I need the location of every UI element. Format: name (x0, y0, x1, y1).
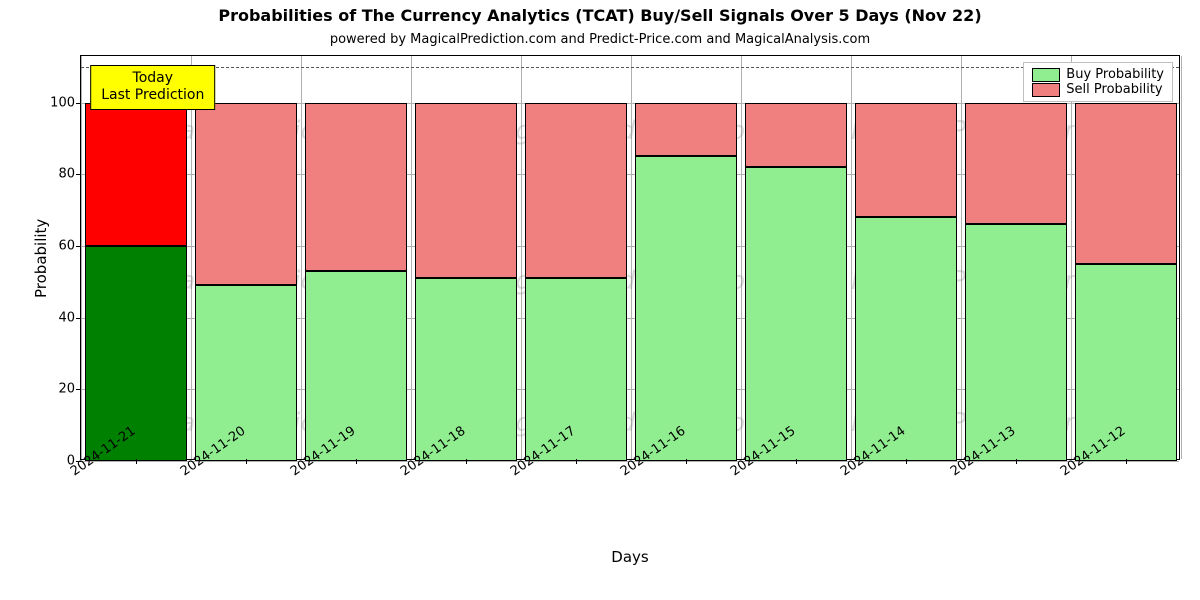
grid-line-v (1071, 56, 1072, 459)
ytick-label: 60 (58, 238, 81, 253)
buy-bar (85, 246, 186, 461)
xtick-mark (686, 459, 687, 464)
legend-swatch-buy (1032, 68, 1060, 82)
ytick-label: 80 (58, 167, 81, 182)
grid-line-v (741, 56, 742, 459)
xtick-mark (246, 459, 247, 464)
chart-title: Probabilities of The Currency Analytics … (0, 6, 1200, 25)
sell-bar (525, 103, 626, 279)
buy-bar (745, 167, 846, 461)
today-annotation: Today Last Prediction (90, 65, 215, 110)
xtick-mark (796, 459, 797, 464)
y-axis-label: Probability (32, 218, 50, 297)
legend-item-buy: Buy Probability (1032, 67, 1164, 82)
sell-bar (1075, 103, 1176, 264)
sell-bar (745, 103, 846, 168)
grid-line-v (191, 56, 192, 459)
legend: Buy Probability Sell Probability (1023, 62, 1173, 102)
sell-bar (965, 103, 1066, 225)
grid-line-v (1181, 56, 1182, 459)
chart-container: Probabilities of The Currency Analytics … (0, 0, 1200, 600)
grid-line-v (301, 56, 302, 459)
buy-bar (855, 217, 956, 461)
xtick-mark (576, 459, 577, 464)
plot-area: MagicalPrediction.comMagicalPrediction.c… (80, 55, 1180, 460)
sell-bar (195, 103, 296, 286)
annotation-line1: Today (133, 70, 174, 86)
xtick-mark (136, 459, 137, 464)
legend-swatch-sell (1032, 83, 1060, 97)
sell-bar (635, 103, 736, 157)
legend-label-sell: Sell Probability (1066, 82, 1162, 97)
legend-label-buy: Buy Probability (1066, 67, 1164, 82)
reference-line (81, 67, 1179, 68)
xtick-mark (906, 459, 907, 464)
sell-bar (855, 103, 956, 218)
sell-bar (415, 103, 516, 279)
grid-line-v (961, 56, 962, 459)
xtick-mark (356, 459, 357, 464)
chart-subtitle: powered by MagicalPrediction.com and Pre… (0, 32, 1200, 47)
xtick-mark (1126, 459, 1127, 464)
annotation-line2: Last Prediction (101, 87, 204, 103)
grid-line-v (81, 56, 82, 459)
buy-bar (965, 224, 1066, 461)
x-axis-label: Days (80, 548, 1180, 566)
ytick-label: 20 (58, 382, 81, 397)
xtick-mark (466, 459, 467, 464)
legend-item-sell: Sell Probability (1032, 82, 1164, 97)
buy-bar (635, 156, 736, 461)
sell-bar (85, 103, 186, 246)
grid-line-v (851, 56, 852, 459)
sell-bar (305, 103, 406, 271)
ytick-label: 100 (50, 95, 81, 110)
grid-line-v (411, 56, 412, 459)
grid-line-v (631, 56, 632, 459)
ytick-label: 40 (58, 310, 81, 325)
grid-line-v (521, 56, 522, 459)
xtick-mark (1016, 459, 1017, 464)
